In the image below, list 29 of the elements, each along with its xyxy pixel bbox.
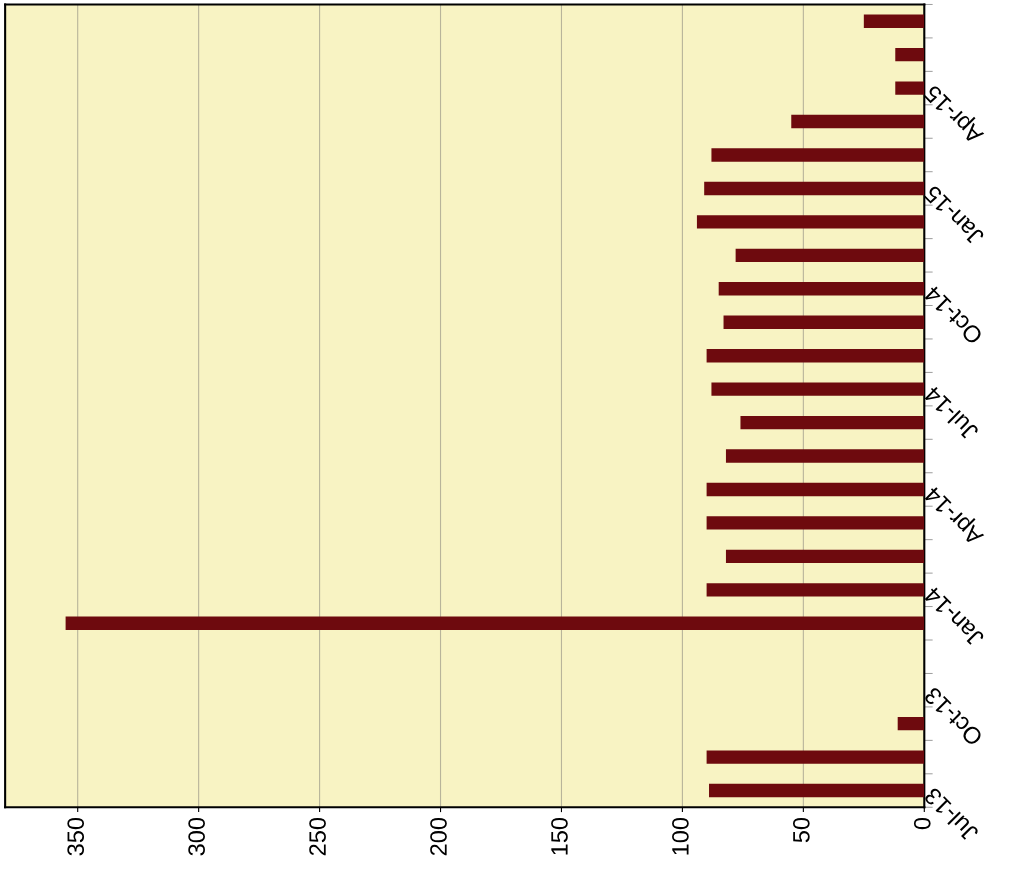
bar [706, 349, 925, 363]
bar [706, 583, 925, 597]
bar [718, 282, 925, 296]
bar [791, 114, 925, 129]
bar [706, 750, 925, 764]
bar [863, 14, 925, 28]
bar [895, 81, 925, 95]
bar [706, 482, 925, 497]
bar [711, 148, 925, 162]
x-tick-label: 350 [67, 817, 85, 856]
x-tick-label: 200 [430, 817, 447, 856]
bar [725, 549, 925, 564]
bar [897, 716, 925, 731]
bar [709, 783, 925, 798]
bar [706, 516, 925, 530]
bar [696, 215, 925, 229]
x-tick-label: 150 [551, 817, 568, 855]
bar [723, 315, 925, 329]
bar [895, 47, 925, 62]
x-tick-label: 250 [309, 817, 326, 856]
x-tick-label: 50 [792, 817, 810, 843]
bar [735, 248, 925, 263]
bar [725, 449, 925, 463]
x-tick-label: 300 [188, 817, 205, 856]
bar [704, 181, 925, 196]
bar [740, 415, 925, 430]
x-tick-label: 100 [672, 817, 689, 855]
bar [65, 616, 925, 630]
bar [711, 382, 925, 396]
